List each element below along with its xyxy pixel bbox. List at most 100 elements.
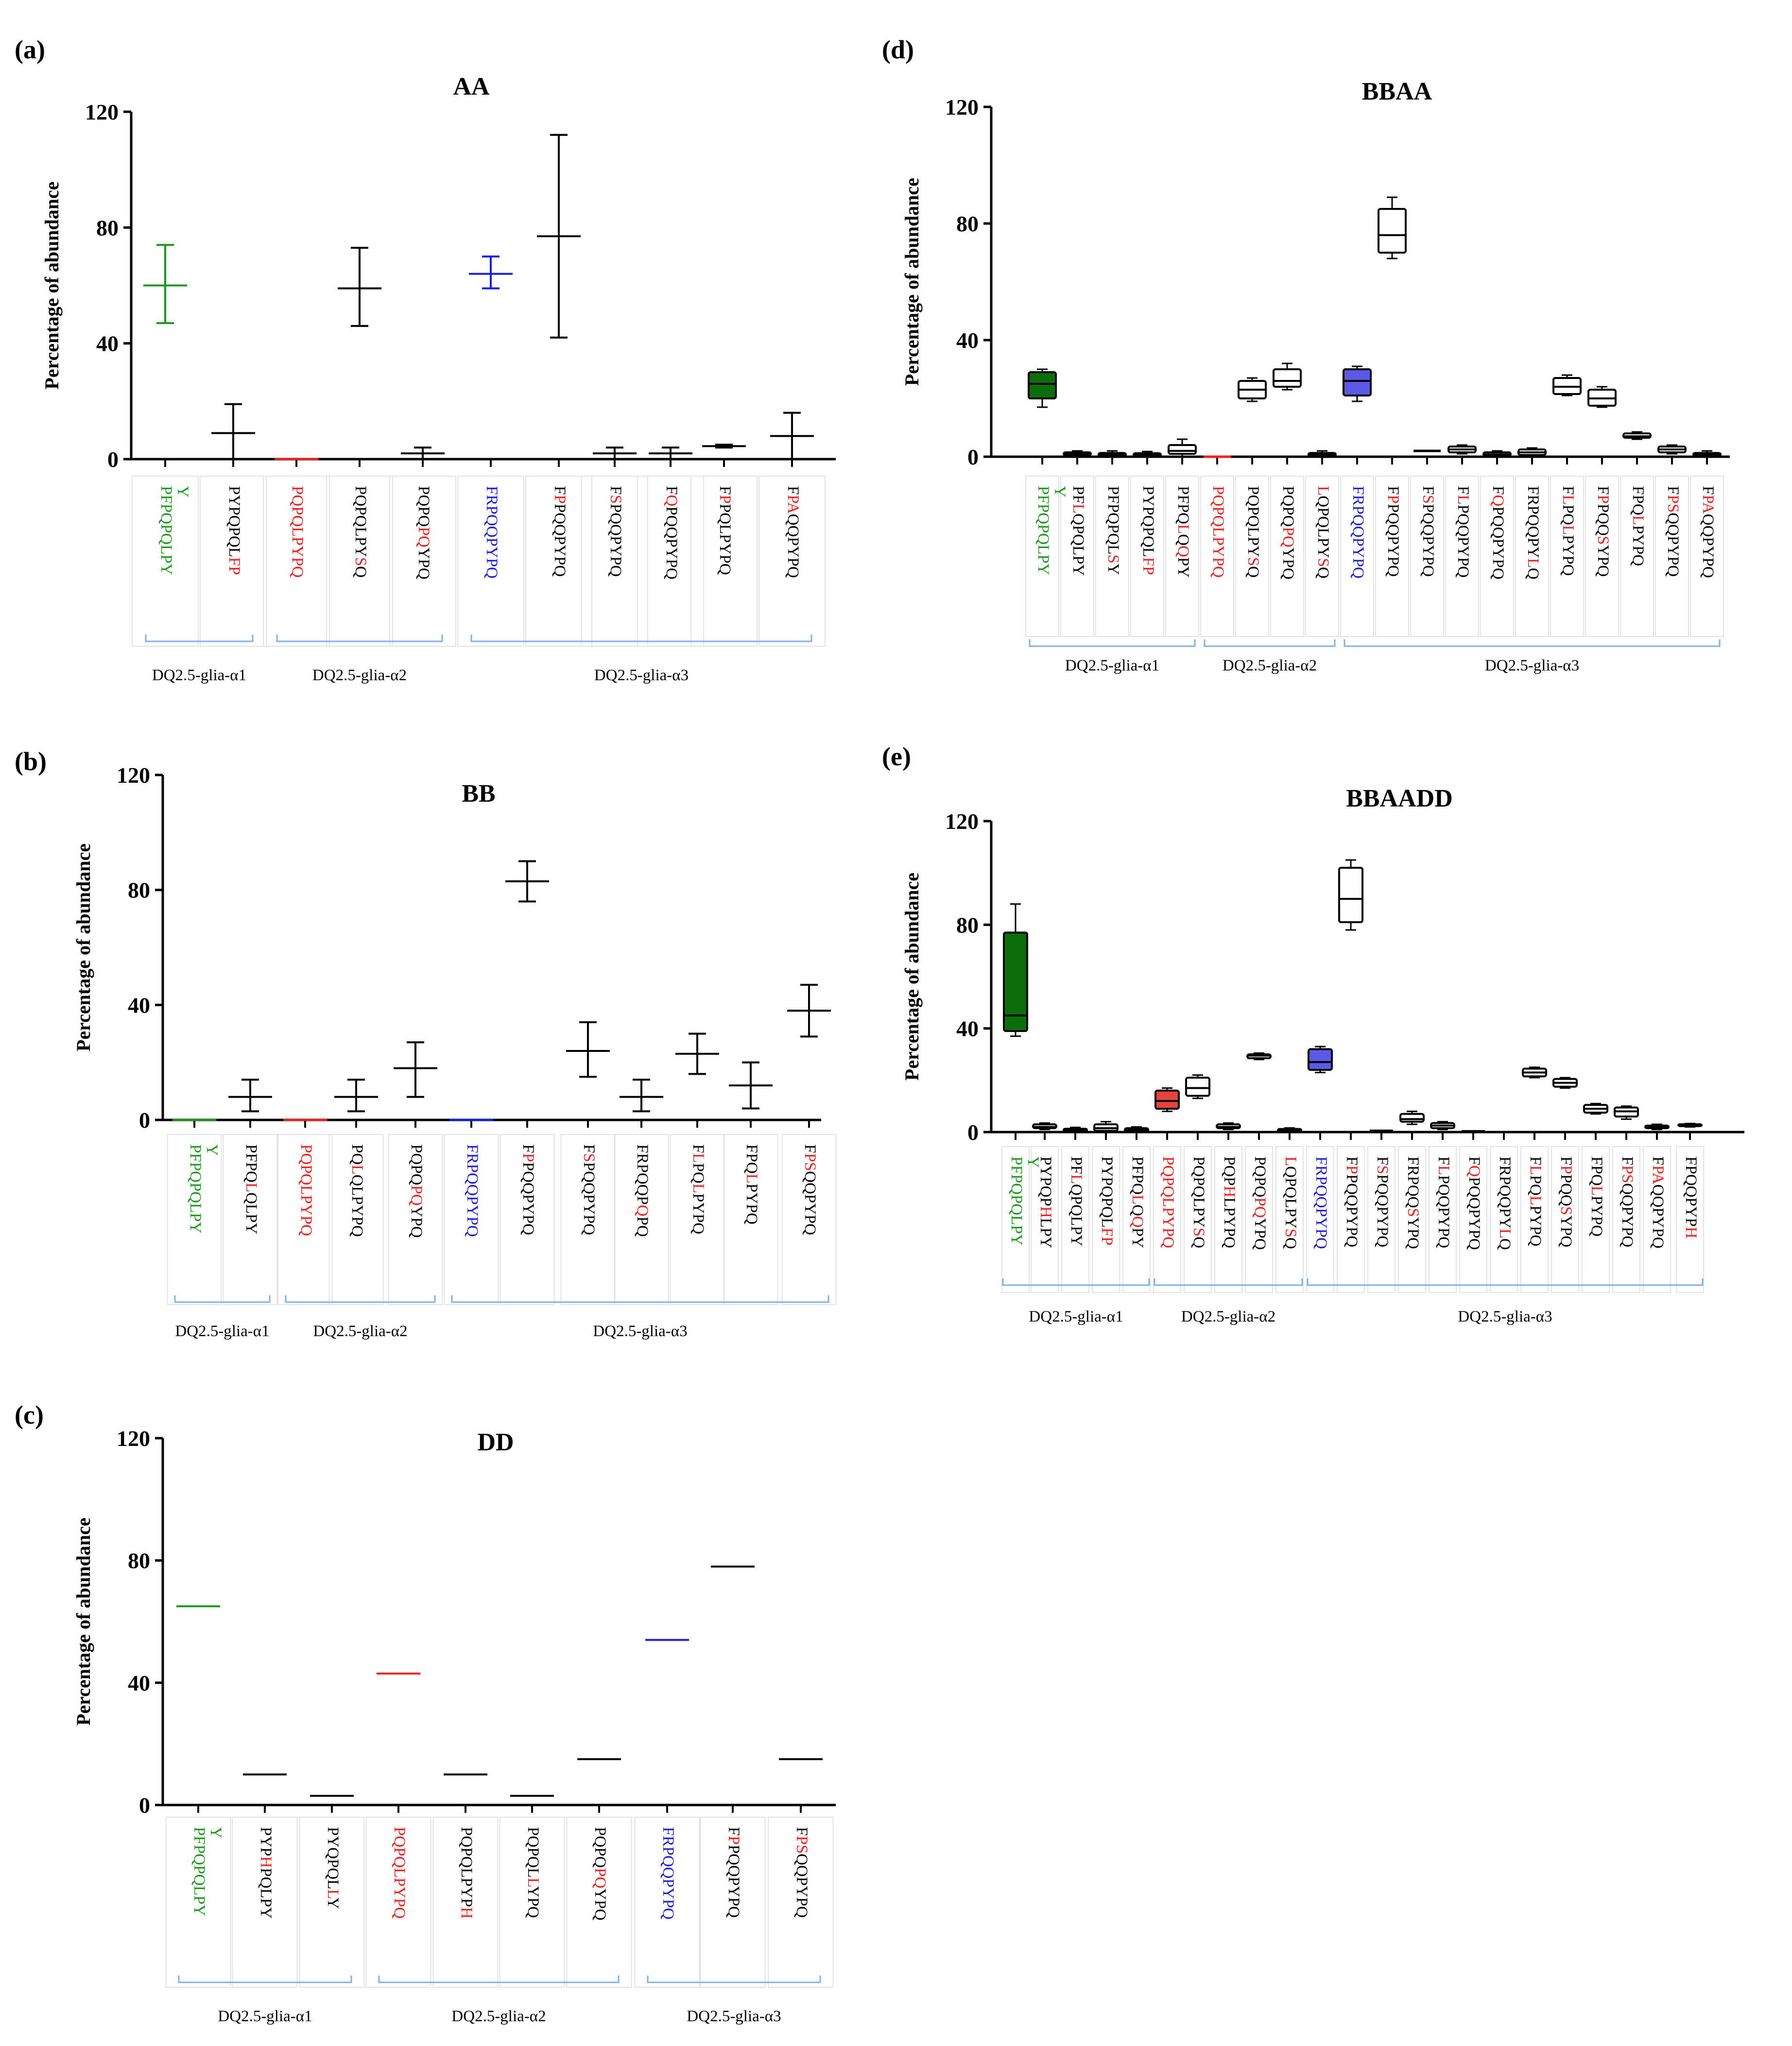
category-label-box (1429, 1146, 1457, 1293)
group-bracket (1307, 1278, 1704, 1286)
category-label-part: PQQPYPQ (725, 1845, 742, 1918)
box (1378, 208, 1407, 254)
category-label: FPPQQPYPQ (1384, 486, 1402, 577)
group-label: DQ2.5-glia-α3 (1458, 1308, 1552, 1325)
category-label: FPPQQSYPQ (1557, 1156, 1575, 1247)
category-label-part: Q (1524, 568, 1542, 580)
category-label-box (566, 1817, 632, 1988)
category-label-part: Q (634, 1205, 651, 1217)
category-label-part: L (1435, 1165, 1452, 1175)
category-label: FPSQQPYPQ (793, 1827, 810, 1918)
category-label-part: QQPYPQ (801, 1171, 819, 1235)
category-label-part: F (1454, 486, 1472, 495)
box (1338, 867, 1363, 923)
category-label-box (1690, 476, 1724, 637)
category-label-part: P (1343, 1165, 1361, 1174)
category-label-part: PA (1699, 495, 1717, 514)
category-label-part: QQPYPQ (1619, 1183, 1636, 1247)
category-label-part: PQPQLPYPQ (1159, 1156, 1177, 1248)
category-label-part: F (1559, 486, 1577, 495)
category-label-box (232, 1817, 298, 1988)
category-label-part: PQPQLPYPQ (289, 486, 306, 578)
category-label-box (1676, 1146, 1704, 1293)
y-tick-label: 80 (128, 878, 150, 903)
category-label-box (1612, 1146, 1640, 1293)
category-label-part: PQQPYPQ (1489, 506, 1507, 580)
category-label-part: S (1314, 558, 1332, 567)
group-bracket (451, 1295, 829, 1303)
category-label-part: LPY (1037, 1218, 1054, 1248)
category-label-part: PQ (689, 1163, 707, 1184)
category-label: FRPQQPYLQ (1496, 1156, 1514, 1250)
category-label-part: F (784, 486, 802, 495)
category-label-line2: Y (207, 1827, 224, 1839)
category-label-part: PQ (415, 527, 432, 547)
category-label-part: P (725, 1836, 742, 1844)
category-label-part: QQPYPQ (1664, 513, 1682, 577)
category-label-part: QPQLPY (1068, 1184, 1085, 1246)
category-label-part: PQQ (1557, 1174, 1575, 1206)
category-label-part: FRPQQP (634, 1144, 651, 1205)
category-label: FPQLPYPQ (1629, 486, 1647, 566)
category-label-part: F (1619, 1156, 1636, 1165)
category-label-part: L (1068, 1174, 1085, 1184)
y-tick-label: 80 (96, 215, 119, 240)
box (1273, 368, 1302, 388)
category-label-part: PQLPY (257, 1868, 275, 1919)
category-label: FPQQPYPH (1682, 1156, 1700, 1238)
group-bracket (1344, 639, 1721, 647)
category-label-part: PQ (1279, 527, 1297, 547)
category-label-part: Q (1174, 546, 1192, 557)
category-label: PFPQPQLPY (1034, 486, 1052, 575)
category-label-part: PYQPQL (324, 1827, 342, 1889)
category-label: FRPQQPYPQ (464, 1144, 481, 1237)
category-label-part: YPQ (1404, 1217, 1422, 1249)
panel-label: (b) (15, 747, 47, 776)
category-label-part: F (1489, 486, 1507, 495)
group-bracket (285, 1295, 436, 1303)
group-label: DQ2.5-glia-α1 (152, 667, 246, 684)
category-label-part: FP (225, 557, 243, 575)
category-label: FLPQQPYPQ (1454, 486, 1472, 578)
category-label-part: PYPQ (743, 1184, 760, 1225)
category-label-part: FPQ (743, 1144, 760, 1174)
box (1028, 371, 1057, 399)
category-label-part: PQQPYPQ (607, 504, 624, 577)
box (1154, 1089, 1180, 1110)
category-label-box (500, 1134, 555, 1305)
y-tick-label: 0 (139, 1793, 150, 1818)
category-label-box (167, 1134, 222, 1305)
category-label: FPPQQSYPQ (1594, 486, 1612, 577)
category-label-part: L (1314, 486, 1332, 496)
category-label-part: L (1524, 558, 1542, 568)
category-label: PFPQLQLPY (242, 1144, 260, 1234)
category-label-box (581, 476, 648, 647)
category-label-part: PQPQLPY (1190, 1156, 1207, 1228)
category-label-part: PFPQPQLPY (190, 1827, 208, 1916)
category-label-part: PYPQ (1629, 525, 1647, 567)
category-label-part: F (1664, 486, 1682, 495)
category-label-part: PS (801, 1153, 819, 1171)
category-label-box (758, 476, 826, 647)
category-label-part: PQPQLPYPQ (297, 1144, 315, 1236)
category-label-part: Y (324, 1897, 342, 1909)
category-label-part: PQQPYPQ (1465, 1177, 1483, 1250)
category-label-box (432, 1817, 499, 1988)
category-label-part: F (793, 1827, 810, 1836)
category-label-part: YPQ (1594, 545, 1612, 577)
category-label-part: PQPQ (408, 1144, 425, 1186)
category-label-part: FRPQQPYPQ (659, 1827, 677, 1920)
category-label-part: H (458, 1907, 475, 1919)
category-label-part: PF (1069, 486, 1087, 504)
category-label-part: F (725, 1827, 742, 1836)
category-label-box (768, 1817, 834, 1988)
category-label-box (1200, 476, 1234, 637)
category-label-part: PQQPYPQ (1374, 1174, 1391, 1248)
category-label-part: PA (784, 495, 802, 514)
category-label: FPSQQPYPQ (801, 1144, 819, 1235)
category-label-part: Q (1465, 1165, 1483, 1177)
category-label-part: LPYPQ (1221, 1197, 1238, 1248)
category-label-part: F (1343, 1156, 1361, 1165)
category-label: PQPQPQYPQ (415, 486, 432, 580)
category-label-part: H (257, 1857, 275, 1868)
